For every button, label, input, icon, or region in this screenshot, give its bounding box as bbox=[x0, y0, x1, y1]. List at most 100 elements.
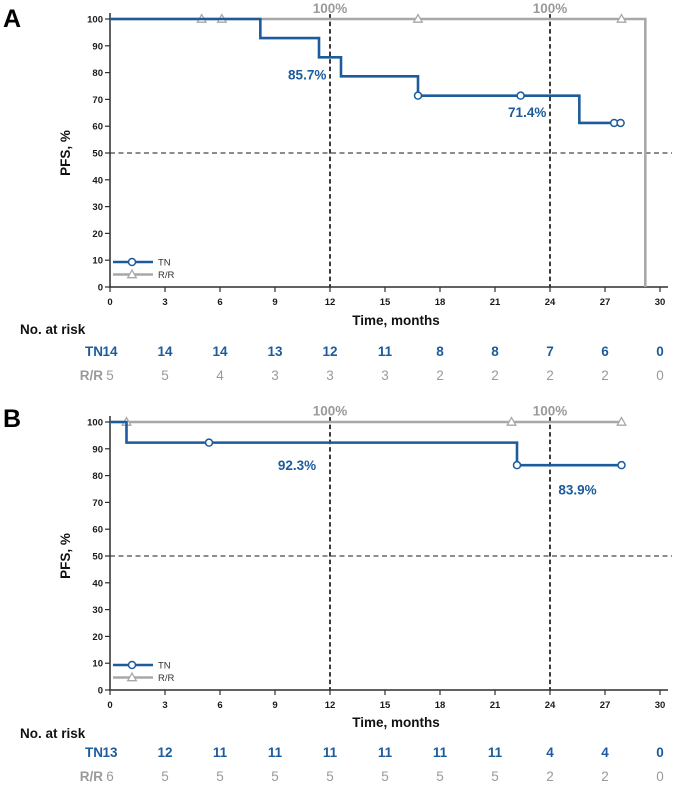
risk-count: 6 bbox=[601, 344, 609, 359]
panel-letter: A bbox=[3, 5, 21, 33]
risk-count: 5 bbox=[326, 769, 334, 784]
landmark-label: 71.4% bbox=[508, 105, 546, 120]
risk-count: 14 bbox=[102, 344, 118, 359]
risk-table-row: R/R 5 5 4 3 3 3 2 2 2 2 0 bbox=[80, 368, 664, 383]
x-tick-label: 12 bbox=[325, 700, 336, 711]
x-tick-label: 0 bbox=[107, 297, 112, 308]
risk-table-row: TN 14 14 14 13 12 11 8 8 7 6 0 bbox=[85, 344, 664, 359]
censor-triangle-icon bbox=[126, 268, 138, 279]
risk-count: 5 bbox=[381, 769, 389, 784]
risk-count: 11 bbox=[378, 344, 393, 359]
x-tick-label: 6 bbox=[217, 700, 222, 711]
landmark-label: 83.9% bbox=[558, 482, 596, 497]
km-step-line bbox=[110, 17, 622, 125]
risk-count: 4 bbox=[546, 745, 554, 760]
y-tick-label: 30 bbox=[92, 605, 103, 616]
risk-count: 13 bbox=[102, 745, 118, 760]
km-step-line bbox=[110, 17, 647, 287]
landmark-label: 92.3% bbox=[278, 458, 316, 473]
x-tick-label: 15 bbox=[380, 700, 391, 711]
x-tick-label: 24 bbox=[545, 297, 556, 308]
x-tick-label: 18 bbox=[435, 297, 446, 308]
risk-count: 11 bbox=[433, 745, 448, 760]
legend-label: R/R bbox=[158, 673, 175, 684]
km-curve-tn bbox=[110, 17, 625, 128]
censor-circle-icon bbox=[204, 438, 214, 447]
x-tick-label: 30 bbox=[655, 297, 666, 308]
risk-count: 5 bbox=[491, 769, 499, 784]
censor-circle-icon bbox=[512, 460, 522, 470]
y-tick-label: 90 bbox=[92, 444, 103, 455]
x-tick-label: 9 bbox=[272, 700, 277, 711]
risk-count: 2 bbox=[491, 368, 499, 383]
legend-entry-tn: TN bbox=[113, 258, 171, 269]
risk-count: 5 bbox=[161, 769, 169, 784]
risk-table-row: R/R 6 5 5 5 5 5 5 5 2 2 0 bbox=[80, 769, 664, 784]
y-tick-label: 60 bbox=[92, 525, 103, 536]
risk-count: 0 bbox=[656, 344, 664, 359]
x-tick-label: 21 bbox=[490, 297, 501, 308]
km-curve-rr bbox=[110, 416, 627, 426]
x-tick-label: 21 bbox=[490, 700, 501, 711]
y-tick-label: 100 bbox=[87, 418, 103, 429]
risk-count: 2 bbox=[601, 769, 609, 784]
risk-count: 14 bbox=[157, 344, 173, 359]
x-tick-label: 30 bbox=[655, 700, 666, 711]
risk-count: 11 bbox=[323, 745, 338, 760]
y-tick-label: 20 bbox=[92, 229, 103, 240]
x-tick-label: 12 bbox=[325, 297, 336, 308]
risk-count: 11 bbox=[268, 745, 283, 760]
legend-entry-rr: R/R bbox=[113, 268, 175, 281]
censor-circle-icon bbox=[127, 257, 137, 267]
y-tick-label: 60 bbox=[92, 122, 103, 133]
legend-entry-rr: R/R bbox=[113, 671, 175, 684]
risk-count: 2 bbox=[436, 368, 444, 383]
risk-count: 14 bbox=[212, 344, 228, 359]
risk-count: 4 bbox=[216, 368, 224, 383]
risk-row-label: TN bbox=[85, 745, 103, 760]
y-tick-label: 70 bbox=[92, 498, 103, 509]
risk-count: 5 bbox=[216, 769, 224, 784]
landmark-label: 100% bbox=[533, 1, 568, 16]
risk-count: 3 bbox=[326, 368, 334, 383]
risk-count: 12 bbox=[322, 344, 337, 359]
risk-count: 0 bbox=[656, 769, 664, 784]
panel-letter: B bbox=[3, 405, 21, 433]
risk-count: 11 bbox=[378, 745, 393, 760]
risk-count: 3 bbox=[381, 368, 389, 383]
risk-table-title: No. at risk bbox=[20, 322, 86, 337]
risk-count: 3 bbox=[271, 368, 279, 383]
censor-circle-icon bbox=[516, 91, 525, 100]
censor-triangle-icon bbox=[616, 416, 627, 426]
x-tick-label: 15 bbox=[380, 297, 391, 308]
risk-count: 0 bbox=[656, 368, 664, 383]
y-tick-label: 100 bbox=[87, 15, 103, 26]
x-tick-label: 6 bbox=[217, 297, 222, 308]
risk-count: 13 bbox=[267, 344, 283, 359]
risk-count: 6 bbox=[106, 769, 114, 784]
legend-label: TN bbox=[158, 258, 171, 269]
censor-circle-icon bbox=[616, 118, 625, 128]
y-tick-label: 80 bbox=[92, 68, 103, 79]
risk-count: 5 bbox=[436, 769, 444, 784]
x-tick-label: 3 bbox=[162, 297, 167, 308]
risk-count: 8 bbox=[491, 344, 499, 359]
censor-circle-icon bbox=[413, 91, 423, 100]
risk-count: 5 bbox=[106, 368, 114, 383]
risk-count: 11 bbox=[488, 745, 503, 760]
y-tick-label: 30 bbox=[92, 202, 103, 213]
censor-triangle-icon bbox=[506, 416, 517, 426]
risk-count: 5 bbox=[161, 368, 169, 383]
legend-label: R/R bbox=[158, 270, 175, 281]
x-tick-label: 0 bbox=[107, 700, 112, 711]
risk-count: 7 bbox=[546, 344, 554, 359]
x-tick-label: 24 bbox=[545, 700, 556, 711]
legend-entry-tn: TN bbox=[113, 661, 171, 672]
risk-count: 0 bbox=[656, 745, 664, 760]
legend-label: TN bbox=[158, 661, 171, 672]
x-tick-label: 3 bbox=[162, 700, 167, 711]
y-axis-title: PFS, % bbox=[58, 533, 73, 579]
